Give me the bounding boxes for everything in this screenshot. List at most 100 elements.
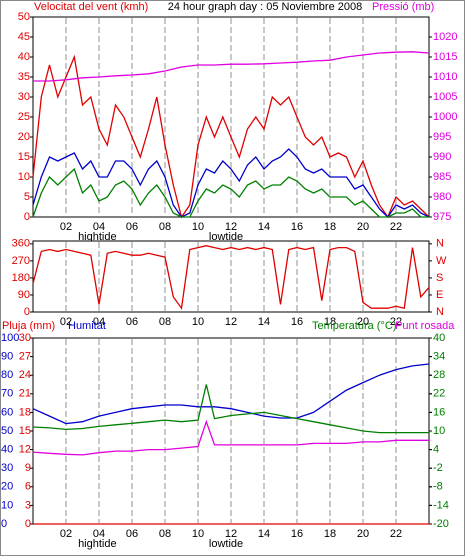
x-tick-label: 20 [357,221,369,233]
y-tick-label: 1000 [433,111,457,123]
y-tick-label: 15 [19,425,31,437]
x-tick-label: 02 [60,316,72,328]
legend-label: Temperatura (°C) [312,320,396,332]
y-tick-label: 90 [1,351,13,363]
x-tick-label: 22 [390,528,402,540]
x-tick-label: 06 [126,221,138,233]
x-tick-label: 16 [291,316,303,328]
y-tick-label: 3 [25,499,31,511]
x-tick-label: 06 [126,316,138,328]
y-tick-label: 985 [433,171,451,183]
y-tick-label: 270 [12,255,30,267]
legend-label: Pressió (mb) [372,1,434,13]
series-line [32,363,430,425]
x-tick-label: 10 [192,528,204,540]
y-tick-label: 40 [433,332,445,344]
y-tick-label: 24 [19,369,31,381]
y-tick-label: 1015 [433,51,457,63]
y-tick-label: 20 [18,131,30,143]
x-tick-label: 08 [159,316,171,328]
y-tick-label: 0 [24,306,30,318]
series-line [33,51,430,82]
y-tick-label: W [436,255,447,267]
y-tick-label: 21 [19,388,31,400]
y-tick-label: 1005 [433,91,457,103]
y-tick-label: 16 [433,406,445,418]
series-line [32,245,430,310]
y-tick-label: 1010 [433,71,457,83]
series-line [32,54,430,219]
x-tick-label: 16 [291,221,303,233]
x-tick-label: 18 [324,316,336,328]
y-tick-label: 45 [18,31,30,43]
series-line [32,167,429,218]
x-tick-label: 06 [126,528,138,540]
legend-label: Humitat [68,320,106,332]
tide-label: lowtide [209,538,243,550]
tide-label: hightide [78,538,117,550]
y-tick-label: 5 [24,191,30,203]
x-tick-label: 18 [324,528,336,540]
chart-title: 24 hour graph day : 05 Noviembre 2008 [168,1,362,13]
x-tick-label: 12 [225,316,237,328]
y-tick-label: 15 [18,151,30,163]
legend-label: Velocitat del vent (kmh) [34,1,148,13]
y-tick-label: 100 [1,332,19,344]
y-tick-label: 90 [18,289,30,301]
y-tick-label: -2 [433,462,443,474]
legend-label: Pluja (mm) [2,320,55,332]
x-tick-label: 08 [159,221,171,233]
y-tick-label: -20 [433,518,449,530]
y-tick-label: 40 [1,444,13,456]
y-tick-label: 360 [12,238,30,250]
tide-label: lowtide [209,231,243,243]
tide-label: hightide [78,231,117,243]
y-tick-label: 0 [24,211,30,223]
legend-label: Punt rosada [395,320,455,332]
y-tick-label: 6 [25,481,31,493]
y-tick-label: 22 [433,388,445,400]
y-tick-label: 50 [1,425,13,437]
y-tick-label: 180 [12,272,30,284]
y-tick-label: 30 [19,332,31,344]
y-tick-label: 0 [25,518,31,530]
y-tick-label: 18 [19,406,31,418]
x-tick-label: 04 [93,528,105,540]
y-tick-label: 70 [1,388,13,400]
y-tick-label: 10 [18,171,30,183]
x-tick-label: 12 [225,528,237,540]
x-tick-label: 14 [258,528,270,540]
x-tick-label: 14 [258,221,270,233]
y-tick-label: 12 [19,444,31,456]
y-tick-label: 40 [18,51,30,63]
x-tick-label: 04 [93,316,105,328]
y-tick-label: 10 [433,425,445,437]
series-line [32,419,429,456]
y-tick-label: N [436,306,444,318]
y-tick-label: 60 [1,406,13,418]
y-tick-label: 20 [1,481,13,493]
y-tick-label: 990 [433,151,451,163]
x-tick-label: 02 [60,221,72,233]
y-tick-label: 80 [1,369,13,381]
x-tick-label: 10 [192,316,204,328]
y-tick-label: 10 [1,499,13,511]
x-tick-label: 22 [390,221,402,233]
y-tick-label: 995 [433,131,451,143]
y-tick-label: 0 [1,518,7,530]
y-tick-label: 975 [433,211,451,223]
x-tick-label: 22 [390,316,402,328]
x-tick-label: 12 [225,221,237,233]
x-tick-label: 02 [60,528,72,540]
x-tick-label: 04 [93,221,105,233]
y-tick-label: 50 [18,11,30,23]
y-tick-label: N [436,238,444,250]
y-tick-label: 980 [433,191,451,203]
y-tick-label: 1020 [433,31,457,43]
x-tick-label: 08 [159,528,171,540]
x-tick-label: 14 [258,316,270,328]
y-tick-label: 28 [433,369,445,381]
y-tick-label: 30 [1,462,13,474]
y-tick-label: 30 [18,91,30,103]
